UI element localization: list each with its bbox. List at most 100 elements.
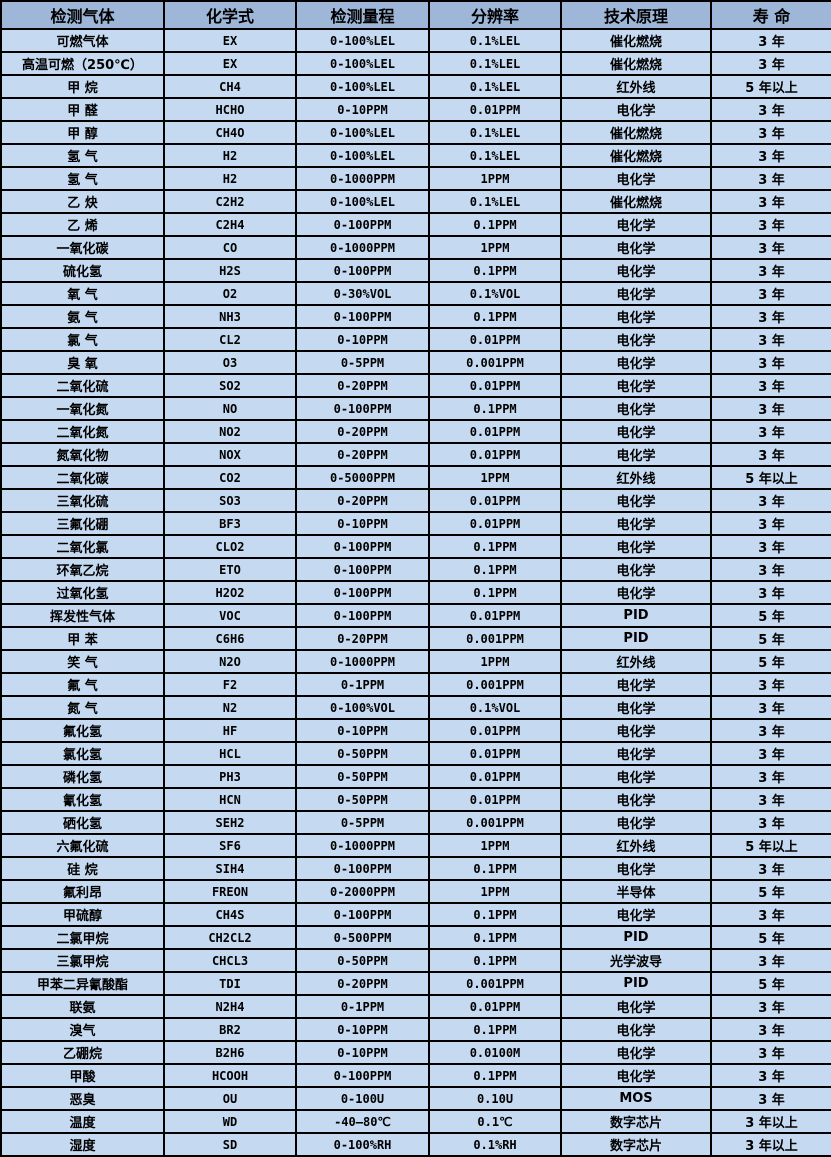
cell-range: 0-100%LEL	[295, 28, 430, 53]
cell-lifespan: 3 年	[710, 97, 831, 122]
cell-principle: 电化学	[560, 764, 712, 789]
cell-lifespan: 3 年	[710, 51, 831, 76]
cell-principle: 电化学	[560, 695, 712, 720]
cell-resolution: 0.1PPM	[428, 948, 562, 973]
cell-lifespan: 3 年	[710, 327, 831, 352]
cell-gas: 二氧化氮	[0, 419, 165, 444]
table-row: 甲 醛 HCHO 0-10PPM 0.01PPM 电化学 3 年	[0, 97, 831, 122]
table-row: 可燃气体 EX 0-100%LEL 0.1%LEL 催化燃烧 3 年	[0, 28, 831, 53]
cell-lifespan: 3 年	[710, 511, 831, 536]
cell-formula: CH4	[163, 74, 297, 99]
cell-range: 0-20PPM	[295, 419, 430, 444]
cell-lifespan: 3 年	[710, 189, 831, 214]
cell-principle: 电化学	[560, 1063, 712, 1088]
cell-range: 0-100%LEL	[295, 51, 430, 76]
cell-gas: 甲 苯	[0, 626, 165, 651]
table-row: 氯化氢 HCL 0-50PPM 0.01PPM 电化学 3 年	[0, 741, 831, 766]
cell-principle: 电化学	[560, 580, 712, 605]
cell-gas: 乙 烯	[0, 212, 165, 237]
cell-lifespan: 5 年	[710, 879, 831, 904]
cell-range: 0-50PPM	[295, 764, 430, 789]
cell-gas: 二氧化硫	[0, 373, 165, 398]
cell-gas: 三氯甲烷	[0, 948, 165, 973]
cell-gas: 可燃气体	[0, 28, 165, 53]
table-row: 甲硫醇 CH4S 0-100PPM 0.1PPM 电化学 3 年	[0, 902, 831, 927]
cell-principle: 电化学	[560, 212, 712, 237]
cell-gas: 乙 炔	[0, 189, 165, 214]
cell-resolution: 0.01PPM	[428, 419, 562, 444]
cell-lifespan: 3 年	[710, 1040, 831, 1065]
cell-lifespan: 3 年	[710, 143, 831, 168]
cell-principle: 电化学	[560, 304, 712, 329]
cell-principle: 电化学	[560, 373, 712, 398]
cell-principle: 电化学	[560, 235, 712, 260]
cell-formula: O3	[163, 350, 297, 375]
cell-formula: H2O2	[163, 580, 297, 605]
cell-principle: 电化学	[560, 787, 712, 812]
cell-range: -40—80℃	[295, 1109, 430, 1134]
table-row: 氧 气 O2 0-30%VOL 0.1%VOL 电化学 3 年	[0, 281, 831, 306]
cell-lifespan: 3 年	[710, 28, 831, 53]
cell-formula: C2H2	[163, 189, 297, 214]
cell-resolution: 0.001PPM	[428, 626, 562, 651]
cell-resolution: 0.1PPM	[428, 902, 562, 927]
cell-range: 0-100PPM	[295, 902, 430, 927]
cell-formula: BR2	[163, 1017, 297, 1042]
cell-resolution: 0.01PPM	[428, 764, 562, 789]
cell-gas: 臭 氧	[0, 350, 165, 375]
cell-range: 0-20PPM	[295, 971, 430, 996]
table-row: 温度 WD -40—80℃ 0.1℃ 数字芯片 3 年以上	[0, 1109, 831, 1134]
cell-lifespan: 3 年	[710, 1086, 831, 1111]
cell-formula: CO2	[163, 465, 297, 490]
cell-lifespan: 3 年	[710, 580, 831, 605]
cell-resolution: 0.1%VOL	[428, 281, 562, 306]
cell-range: 0-100PPM	[295, 1063, 430, 1088]
cell-lifespan: 3 年	[710, 396, 831, 421]
cell-formula: HF	[163, 718, 297, 743]
cell-formula: SF6	[163, 833, 297, 858]
cell-principle: 电化学	[560, 902, 712, 927]
col-header-formula: 化学式	[163, 0, 297, 30]
cell-formula: ETO	[163, 557, 297, 582]
cell-range: 0-100%LEL	[295, 74, 430, 99]
cell-range: 0-100PPM	[295, 212, 430, 237]
cell-gas: 甲硫醇	[0, 902, 165, 927]
table-row: 二氧化硫 SO2 0-20PPM 0.01PPM 电化学 3 年	[0, 373, 831, 398]
cell-lifespan: 3 年	[710, 948, 831, 973]
table-row: 环氧乙烷 ETO 0-100PPM 0.1PPM 电化学 3 年	[0, 557, 831, 582]
cell-resolution: 0.1PPM	[428, 258, 562, 283]
cell-range: 0-5000PPM	[295, 465, 430, 490]
cell-lifespan: 3 年	[710, 557, 831, 582]
cell-resolution: 0.1%LEL	[428, 143, 562, 168]
cell-range: 0-50PPM	[295, 741, 430, 766]
cell-formula: H2	[163, 143, 297, 168]
cell-principle: 电化学	[560, 856, 712, 881]
cell-gas: 磷化氢	[0, 764, 165, 789]
cell-lifespan: 3 年	[710, 902, 831, 927]
cell-gas: 环氧乙烷	[0, 557, 165, 582]
cell-formula: FREON	[163, 879, 297, 904]
cell-range: 0-20PPM	[295, 626, 430, 651]
cell-principle: 半导体	[560, 879, 712, 904]
cell-resolution: 1PPM	[428, 166, 562, 191]
cell-principle: 电化学	[560, 442, 712, 467]
cell-principle: 电化学	[560, 166, 712, 191]
cell-principle: 电化学	[560, 994, 712, 1019]
cell-lifespan: 3 年	[710, 258, 831, 283]
cell-range: 0-1PPM	[295, 994, 430, 1019]
cell-formula: TDI	[163, 971, 297, 996]
table-row: 氮氧化物 NOX 0-20PPM 0.01PPM 电化学 3 年	[0, 442, 831, 467]
table-row: 乙 烯 C2H4 0-100PPM 0.1PPM 电化学 3 年	[0, 212, 831, 237]
table-row: 过氧化氢 H2O2 0-100PPM 0.1PPM 电化学 3 年	[0, 580, 831, 605]
cell-gas: 高温可燃（250℃）	[0, 51, 165, 76]
table-row: 氢 气 H2 0-100%LEL 0.1%LEL 催化燃烧 3 年	[0, 143, 831, 168]
cell-resolution: 0.01PPM	[428, 442, 562, 467]
cell-resolution: 0.01PPM	[428, 718, 562, 743]
cell-gas: 二氧化碳	[0, 465, 165, 490]
cell-resolution: 0.01PPM	[428, 327, 562, 352]
cell-resolution: 0.0100M	[428, 1040, 562, 1065]
cell-formula: NO	[163, 396, 297, 421]
table-row: 三氟化硼 BF3 0-10PPM 0.01PPM 电化学 3 年	[0, 511, 831, 536]
cell-lifespan: 5 年以上	[710, 833, 831, 858]
cell-resolution: 1PPM	[428, 235, 562, 260]
